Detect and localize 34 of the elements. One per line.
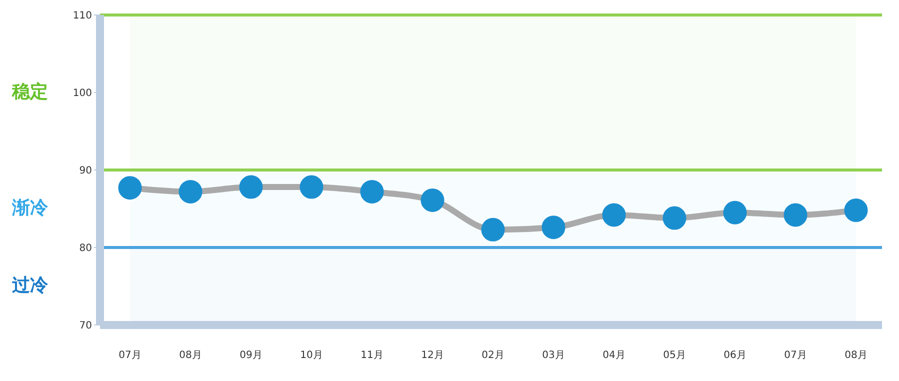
x-tick-label: 08月 bbox=[844, 350, 868, 362]
x-tick-label: 12月 bbox=[421, 350, 444, 362]
point bbox=[300, 175, 324, 199]
band-label: 过冷 bbox=[11, 275, 49, 296]
point bbox=[118, 176, 142, 200]
point bbox=[420, 188, 444, 212]
x-tick-label: 04月 bbox=[602, 350, 626, 362]
point bbox=[723, 200, 747, 224]
y-tick-label: 90 bbox=[79, 166, 92, 177]
point bbox=[178, 180, 202, 204]
x-tick-label: 05月 bbox=[663, 350, 686, 362]
point bbox=[844, 198, 868, 222]
x-tick-label: 10月 bbox=[300, 350, 323, 362]
band-label: 稳定 bbox=[11, 81, 48, 102]
x-tick-label: 03月 bbox=[542, 350, 565, 362]
point bbox=[481, 218, 505, 242]
x-tick-label: 07月 bbox=[118, 350, 142, 362]
band-label: 渐冷 bbox=[11, 198, 49, 219]
point bbox=[784, 203, 808, 227]
x-tick-label: 06月 bbox=[724, 350, 746, 362]
x-tick-label: 09月 bbox=[240, 350, 262, 362]
point bbox=[662, 206, 686, 230]
x-tick-label: 11月 bbox=[360, 350, 384, 362]
point bbox=[542, 216, 566, 240]
x-tick-label: 02月 bbox=[482, 350, 504, 362]
y-tick-label: 80 bbox=[79, 243, 92, 254]
point bbox=[602, 203, 626, 227]
point bbox=[360, 180, 384, 204]
y-tick-label: 110 bbox=[72, 10, 92, 22]
y-tick-label: 100 bbox=[72, 88, 92, 100]
x-tick-label: 07月 bbox=[784, 350, 807, 362]
y-tick-label: 70 bbox=[79, 320, 92, 332]
x-tick-label: 08月 bbox=[179, 350, 202, 362]
point bbox=[239, 175, 263, 199]
